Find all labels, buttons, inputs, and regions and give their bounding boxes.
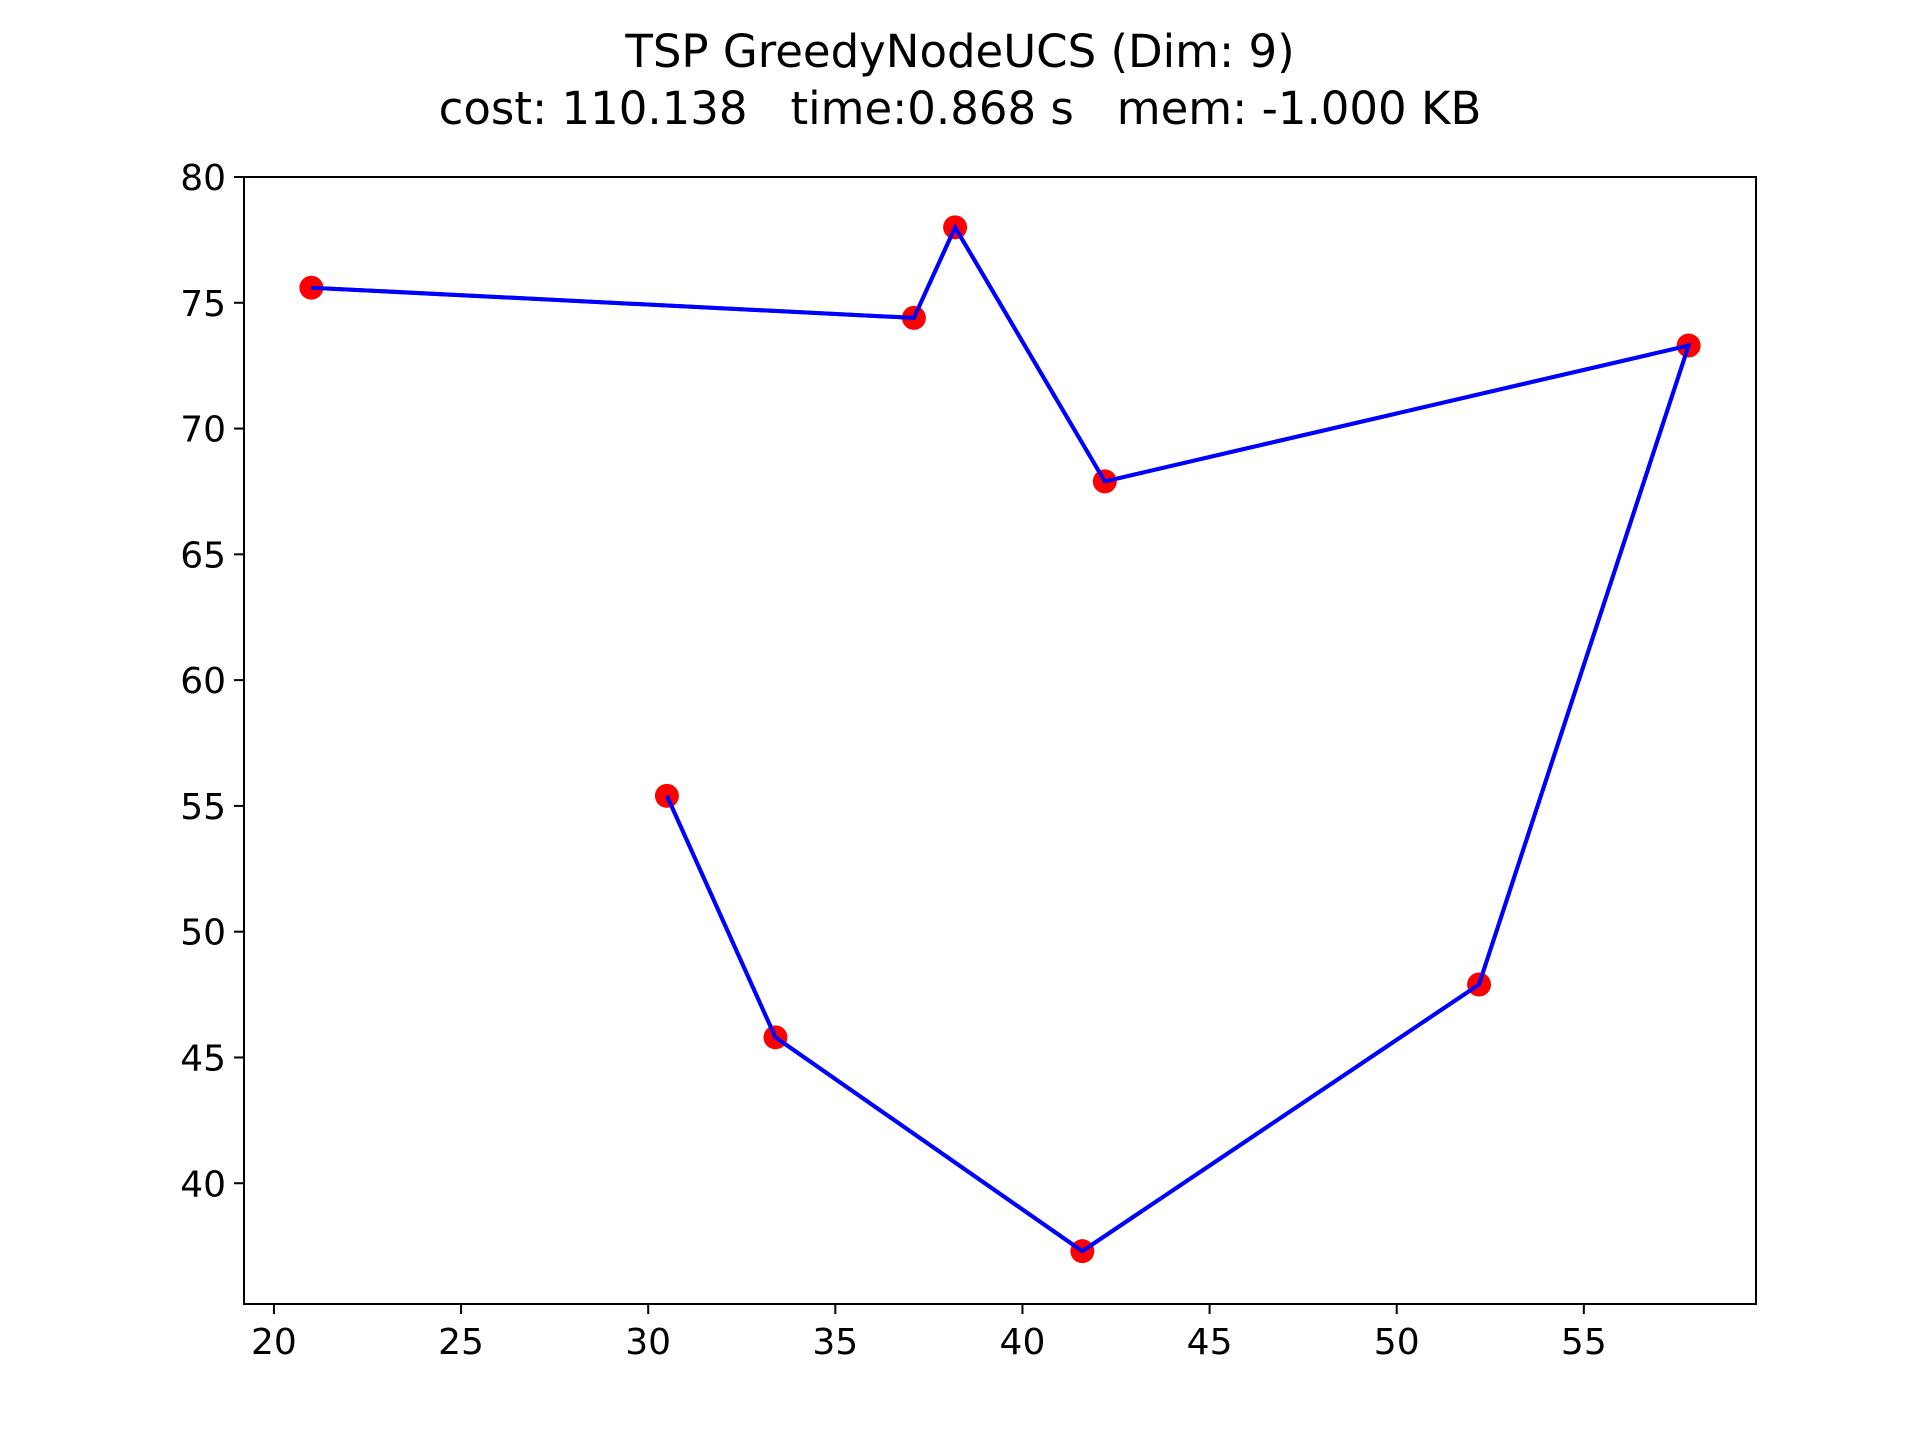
x-tick-label: 45 bbox=[1187, 1322, 1233, 1363]
x-axis: 20 25 30 35 40 45 50 55 bbox=[251, 1304, 1607, 1363]
y-tick-label: 75 bbox=[180, 284, 226, 325]
plot-frame bbox=[243, 176, 1757, 1305]
y-tick-label: 45 bbox=[180, 1038, 226, 1079]
x-tick-label: 50 bbox=[1374, 1322, 1420, 1363]
x-tick-label: 20 bbox=[251, 1322, 297, 1363]
tour-path-overlay bbox=[311, 222, 1692, 1254]
x-tick-label: 55 bbox=[1561, 1322, 1607, 1363]
y-tick-label: 40 bbox=[180, 1164, 226, 1205]
y-tick-label: 60 bbox=[180, 661, 226, 702]
chart-title: TSP GreedyNodeUCS (Dim: 9) bbox=[625, 25, 1295, 78]
x-tick-label: 30 bbox=[625, 1322, 671, 1363]
x-tick-label: 40 bbox=[1000, 1322, 1046, 1363]
tour-series bbox=[299, 215, 1701, 1264]
y-axis: 40 45 50 55 60 65 70 75 80 bbox=[180, 158, 244, 1205]
y-tick-label: 65 bbox=[180, 535, 226, 576]
y-tick-label: 55 bbox=[180, 787, 226, 828]
tour-path bbox=[311, 222, 1692, 1254]
y-tick-label: 50 bbox=[180, 913, 226, 954]
x-tick-label: 25 bbox=[438, 1322, 484, 1363]
y-tick-label: 70 bbox=[180, 410, 226, 451]
x-tick-label: 35 bbox=[812, 1322, 858, 1363]
y-tick-label: 80 bbox=[180, 158, 226, 199]
chart-subtitle: cost: 110.138 time:0.868 s mem: -1.000 K… bbox=[438, 82, 1482, 135]
city-node bbox=[299, 275, 324, 300]
